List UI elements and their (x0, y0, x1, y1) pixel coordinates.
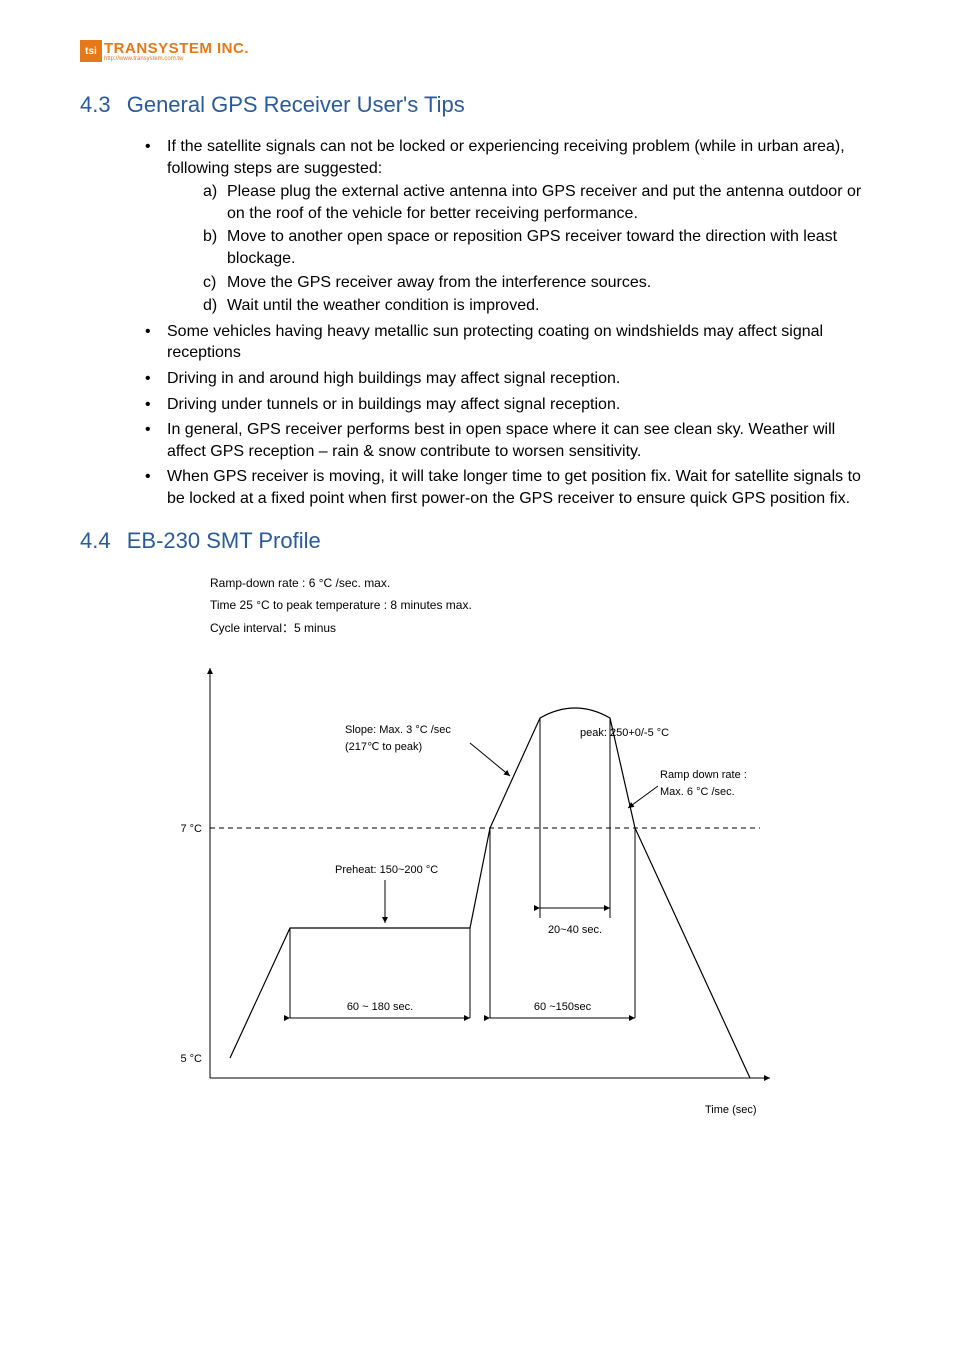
logo-text: TRANSYSTEM INC. (104, 40, 249, 57)
section-44-heading: 4.4 EB-230 SMT Profile (80, 528, 874, 554)
list-item: Driving in and around high buildings may… (145, 368, 874, 390)
tips-list: If the satellite signals can not be lock… (80, 136, 874, 510)
note-line: Time 25 °C to peak temperature : 8 minut… (210, 594, 874, 617)
svg-text:Preheat: 150~200 °C: Preheat: 150~200 °C (335, 864, 438, 876)
bullet-text: Some vehicles having heavy metallic sun … (167, 323, 823, 362)
step-text: Move the GPS receiver away from the inte… (227, 274, 651, 291)
svg-text:Slope: Max. 3 °C /sec: Slope: Max. 3 °C /sec (345, 724, 451, 736)
logo-text-wrap: TRANSYSTEM INC. http://www.transystem.co… (104, 40, 249, 62)
smt-chart-svg: 20~40 sec. 60 ~ 180 sec. 60 ~150sec 217 °C 2… (180, 658, 800, 1148)
smt-notes: Ramp-down rate : 6 °C /sec. max. Time 25… (210, 572, 874, 640)
list-item: If the satellite signals can not be lock… (145, 136, 874, 317)
section-43-heading: 4.3 General GPS Receiver User's Tips (80, 92, 874, 118)
step-text: Wait until the weather condition is impr… (227, 297, 539, 314)
list-item: b)Move to another open space or repositi… (203, 226, 874, 269)
svg-text:217 °C: 217 °C (180, 823, 202, 835)
svg-text:20~40 sec.: 20~40 sec. (548, 924, 602, 936)
bullet-text: In general, GPS receiver performs best i… (167, 421, 835, 460)
bullet-text: If the satellite signals can not be lock… (167, 138, 845, 177)
section-43-title: General GPS Receiver User's Tips (127, 92, 465, 117)
smt-profile-chart: 20~40 sec. 60 ~ 180 sec. 60 ~150sec 217 °C 2… (180, 658, 874, 1153)
svg-text:Time (sec): Time (sec) (705, 1104, 757, 1116)
bullet-text: Driving under tunnels or in buildings ma… (167, 396, 620, 413)
company-logo: tsi TRANSYSTEM INC. http://www.transyste… (80, 40, 874, 62)
section-43-num: 4.3 (80, 92, 111, 117)
list-item: a)Please plug the external active antenn… (203, 181, 874, 224)
list-item: Some vehicles having heavy metallic sun … (145, 321, 874, 364)
step-text: Please plug the external active antenna … (227, 183, 861, 222)
step-text: Move to another open space or reposition… (227, 228, 837, 267)
bullet-text: Driving in and around high buildings may… (167, 370, 620, 387)
svg-text:25 °C: 25 °C (180, 1053, 202, 1065)
svg-text:60 ~ 180 sec.: 60 ~ 180 sec. (347, 1001, 413, 1013)
note-line: Ramp-down rate : 6 °C /sec. max. (210, 572, 874, 595)
svg-text:Max. 6 °C /sec.: Max. 6 °C /sec. (660, 786, 735, 798)
svg-text:Ramp down rate :: Ramp down rate : (660, 769, 747, 781)
logo-mark-icon: tsi (80, 40, 102, 62)
section-44-title: EB-230 SMT Profile (127, 528, 321, 553)
svg-text:peak: 250+0/-5 °C: peak: 250+0/-5 °C (580, 727, 669, 739)
list-item: In general, GPS receiver performs best i… (145, 419, 874, 462)
sub-steps: a)Please plug the external active antenn… (167, 181, 874, 317)
section-44-num: 4.4 (80, 528, 111, 553)
list-item: d)Wait until the weather condition is im… (203, 295, 874, 317)
bullet-text: When GPS receiver is moving, it will tak… (167, 468, 861, 507)
list-item: c)Move the GPS receiver away from the in… (203, 272, 874, 294)
list-item: Driving under tunnels or in buildings ma… (145, 394, 874, 416)
note-line: Cycle interval：5 minus (210, 617, 874, 640)
list-item: When GPS receiver is moving, it will tak… (145, 466, 874, 509)
svg-text:60 ~150sec: 60 ~150sec (534, 1001, 592, 1013)
svg-text:(217℃ to peak): (217℃ to peak) (345, 741, 422, 753)
